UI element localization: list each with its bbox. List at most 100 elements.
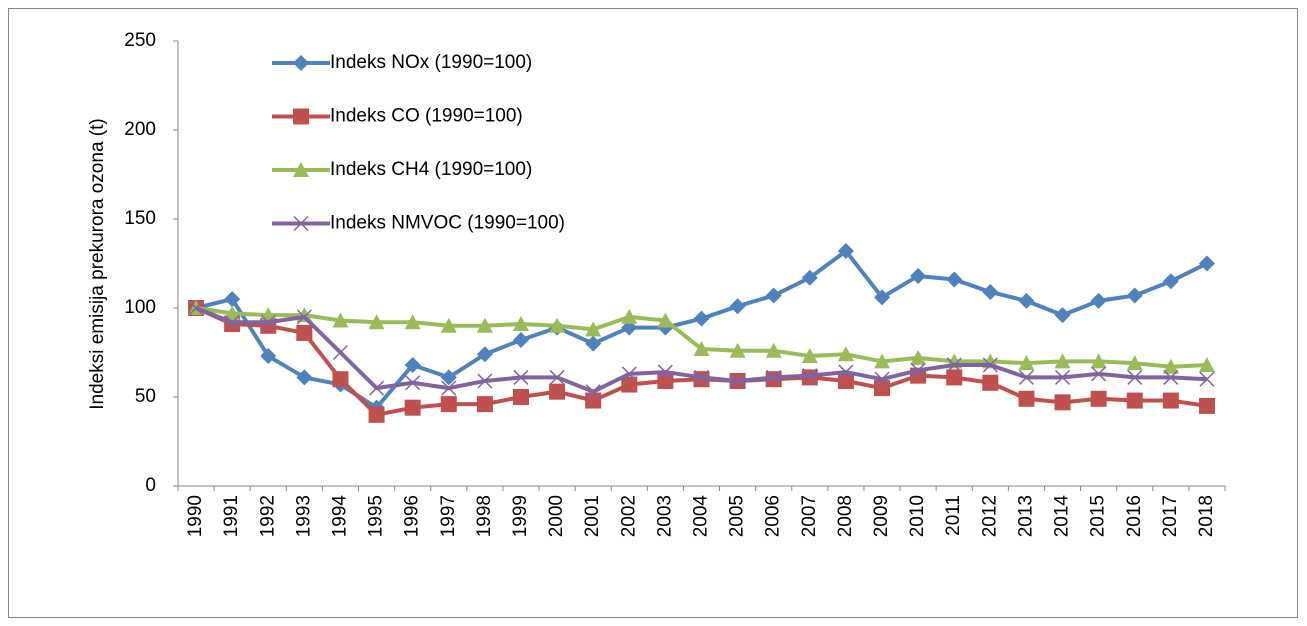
- marker: [368, 314, 385, 330]
- marker: [440, 396, 457, 413]
- x-tick-label: 1994: [329, 495, 350, 538]
- marker: [657, 372, 674, 389]
- marker: [1198, 356, 1215, 372]
- marker: [801, 269, 818, 286]
- marker: [1018, 292, 1035, 309]
- legend-label: Indeks NMVOC (1990=100): [330, 213, 565, 234]
- x-tick-label: 1998: [474, 495, 495, 537]
- y-tick-label: 0: [145, 475, 156, 496]
- marker: [513, 369, 529, 385]
- x-tick-label: 1990: [185, 495, 206, 537]
- marker: [404, 356, 421, 373]
- marker: [296, 369, 313, 386]
- marker: [730, 373, 746, 389]
- legend-label: Indeks CO (1990=100): [330, 106, 523, 127]
- marker: [585, 335, 602, 352]
- marker: [368, 406, 385, 423]
- marker: [512, 332, 529, 349]
- marker: [296, 324, 313, 341]
- marker: [332, 344, 348, 361]
- marker: [693, 310, 710, 327]
- marker: [1162, 273, 1179, 290]
- marker: [224, 305, 241, 321]
- marker: [766, 369, 782, 385]
- x-tick-label: 2002: [618, 495, 639, 537]
- marker: [405, 375, 421, 391]
- x-tick-label: 2017: [1160, 495, 1181, 537]
- x-tick-label: 2010: [907, 495, 928, 537]
- marker: [982, 374, 999, 391]
- marker: [1126, 287, 1143, 304]
- y-tick-label: 100: [124, 297, 156, 318]
- marker: [512, 316, 529, 332]
- marker: [1162, 392, 1179, 409]
- marker: [621, 376, 638, 393]
- marker: [1127, 369, 1143, 385]
- x-tick-label: 2004: [691, 495, 712, 538]
- marker: [1198, 397, 1215, 414]
- marker: [1091, 366, 1107, 382]
- marker: [1198, 255, 1215, 272]
- marker: [1163, 369, 1179, 385]
- marker: [260, 348, 277, 365]
- marker: [585, 321, 602, 337]
- x-tick-label: 2009: [871, 495, 892, 537]
- marker: [837, 372, 854, 389]
- marker: [476, 346, 493, 363]
- marker: [1162, 358, 1179, 374]
- x-tick-label: 2006: [763, 495, 784, 537]
- x-tick-label: 2008: [835, 495, 856, 537]
- marker: [801, 348, 818, 364]
- x-tick-label: 1993: [293, 495, 314, 537]
- series-markers: [188, 300, 1215, 400]
- marker: [729, 342, 746, 358]
- marker: [621, 366, 637, 382]
- marker: [1018, 355, 1035, 371]
- marker: [837, 346, 854, 362]
- x-tick-label: 1991: [221, 495, 242, 537]
- marker: [621, 308, 638, 324]
- marker: [874, 289, 891, 306]
- marker: [910, 267, 927, 284]
- marker: [440, 369, 457, 386]
- x-tick-label: 1997: [438, 495, 459, 537]
- x-tick-label: 2000: [546, 495, 567, 537]
- marker: [982, 357, 998, 373]
- marker: [585, 384, 601, 400]
- marker: [982, 283, 999, 300]
- marker: [332, 312, 349, 328]
- marker: [404, 399, 421, 416]
- marker: [549, 317, 566, 333]
- legend-marker: [293, 162, 309, 177]
- series-markers: [188, 300, 1215, 423]
- marker: [657, 364, 673, 380]
- y-tick-label: 200: [124, 119, 156, 140]
- legend-marker: [293, 55, 309, 71]
- x-tick-label: 2013: [1015, 495, 1036, 537]
- legend-marker: [293, 108, 309, 125]
- marker: [1126, 355, 1143, 371]
- x-tick-label: 1999: [510, 495, 531, 537]
- marker: [838, 364, 854, 380]
- legend-marker: [293, 215, 309, 232]
- marker: [765, 342, 782, 358]
- x-tick-label: 2014: [1052, 495, 1073, 538]
- marker: [260, 314, 276, 330]
- marker: [765, 287, 782, 304]
- marker: [477, 373, 493, 389]
- marker: [1199, 371, 1215, 387]
- y-tick-label: 250: [124, 30, 156, 51]
- marker: [946, 271, 963, 288]
- marker: [693, 369, 710, 385]
- marker: [693, 340, 710, 356]
- marker: [404, 314, 421, 330]
- marker: [1054, 369, 1071, 385]
- x-tick-label: 2015: [1088, 495, 1109, 537]
- marker: [729, 298, 746, 315]
- marker: [1054, 307, 1071, 324]
- y-axis-label: Indeksi emisija prekurora ozona (t): [87, 118, 108, 409]
- x-tick-label: 1995: [366, 495, 387, 537]
- marker: [369, 380, 385, 396]
- legend-label: Indeks NOx (1990=100): [330, 52, 532, 73]
